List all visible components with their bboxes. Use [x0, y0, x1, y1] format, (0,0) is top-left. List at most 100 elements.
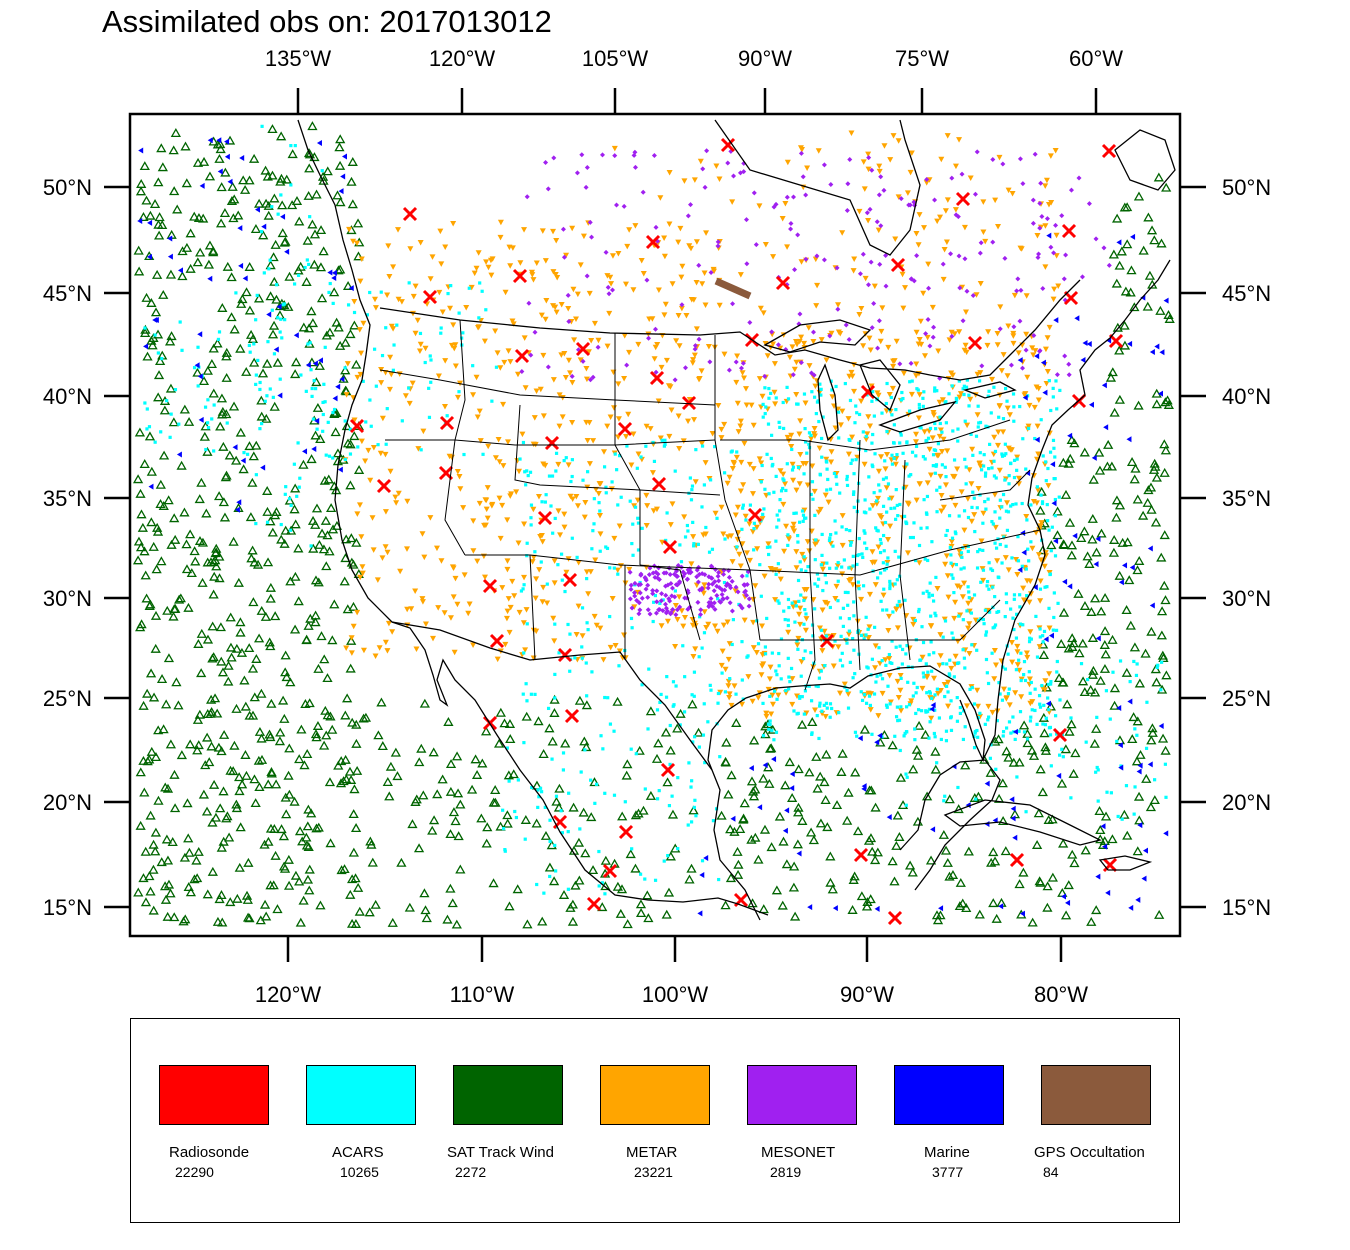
- sat-wind-marker: [153, 392, 164, 402]
- sat-wind-marker: [1140, 648, 1151, 658]
- marine-marker: [1129, 564, 1135, 571]
- sat-wind-marker: [565, 902, 576, 912]
- sat-wind-marker: [270, 611, 281, 621]
- acars-marker: [870, 441, 874, 445]
- sat-wind-marker: [861, 901, 873, 911]
- sat-wind-marker: [1156, 630, 1167, 640]
- metar-marker: [647, 426, 654, 432]
- sat-wind-marker: [428, 815, 440, 825]
- metar-marker: [743, 386, 750, 392]
- mesonet-marker: [877, 261, 883, 267]
- acars-marker: [896, 719, 900, 723]
- sat-wind-marker: [172, 204, 183, 214]
- acars-marker: [954, 400, 958, 404]
- metar-marker: [948, 539, 955, 545]
- acars-marker: [982, 622, 986, 626]
- metar-marker: [739, 541, 746, 547]
- sat-wind-marker: [144, 871, 155, 881]
- metar-marker: [436, 289, 443, 296]
- sat-wind-marker: [294, 826, 306, 836]
- metar-marker: [500, 463, 507, 469]
- acars-marker: [930, 540, 934, 544]
- metar-marker: [916, 481, 923, 487]
- sat-wind-marker: [1134, 815, 1145, 825]
- metar-marker: [494, 350, 501, 356]
- acars-marker: [951, 576, 955, 580]
- metar-marker: [621, 632, 628, 639]
- metar-marker: [681, 514, 688, 520]
- metar-marker: [749, 529, 756, 535]
- sat-wind-marker: [178, 916, 189, 926]
- metar-marker: [573, 493, 580, 500]
- acars-marker: [812, 395, 817, 399]
- acars-marker: [775, 673, 779, 677]
- metar-marker: [410, 293, 417, 300]
- metar-marker: [854, 454, 861, 461]
- marine-marker: [1088, 401, 1094, 408]
- mesonet-marker: [652, 574, 658, 580]
- metar-marker: [759, 516, 766, 522]
- sat-wind-marker: [306, 357, 318, 367]
- acars-marker: [845, 641, 849, 645]
- sat-wind-marker: [1111, 495, 1123, 505]
- sat-wind-marker: [272, 357, 283, 367]
- metar-marker: [822, 714, 829, 720]
- metar-marker: [897, 687, 904, 694]
- sat-wind-marker: [505, 734, 516, 744]
- acars-marker: [787, 675, 791, 679]
- radiosonde-marker: [422, 289, 438, 305]
- acars-marker: [652, 459, 657, 463]
- metar-marker: [1028, 591, 1035, 597]
- marine-marker: [1142, 847, 1148, 854]
- sat-wind-marker: [167, 837, 178, 846]
- acars-marker: [799, 568, 803, 572]
- metar-marker: [676, 594, 683, 600]
- mesonet-marker: [697, 612, 703, 618]
- radiosonde-marker: [860, 384, 876, 400]
- metar-marker: [731, 683, 738, 689]
- acars-marker: [946, 690, 950, 694]
- acars-marker: [1039, 493, 1043, 497]
- sat-wind-marker: [225, 765, 236, 775]
- acars-marker: [1001, 417, 1006, 421]
- metar-marker: [943, 239, 950, 246]
- metar-marker: [991, 492, 998, 498]
- metar-marker: [559, 414, 566, 420]
- metar-marker: [926, 446, 933, 453]
- metar-marker: [919, 654, 926, 661]
- acars-marker: [927, 653, 931, 657]
- acars-marker: [1132, 812, 1136, 816]
- marine-marker: [1009, 796, 1015, 803]
- acars-marker: [787, 605, 791, 610]
- metar-marker: [721, 421, 728, 428]
- marine-marker: [143, 343, 149, 350]
- sat-wind-marker: [221, 372, 232, 382]
- acars-marker: [864, 615, 868, 619]
- radiosonde-marker: [552, 814, 568, 830]
- mesonet-marker: [695, 599, 701, 605]
- metar-marker: [562, 374, 569, 381]
- sat-wind-marker: [321, 561, 332, 571]
- sat-wind-marker: [1144, 270, 1156, 280]
- acars-marker: [837, 711, 841, 715]
- sat-wind-marker: [339, 576, 350, 586]
- acars-marker: [819, 393, 823, 397]
- acars-marker: [323, 400, 327, 404]
- metar-marker: [654, 341, 661, 348]
- acars-marker: [960, 555, 964, 559]
- mesonet-marker: [631, 590, 637, 596]
- acars-marker: [668, 762, 672, 767]
- sat-wind-marker: [268, 320, 280, 330]
- acars-marker: [700, 646, 704, 650]
- sat-wind-marker: [850, 767, 861, 777]
- metar-marker: [900, 305, 907, 312]
- acars-marker: [615, 468, 619, 472]
- radiosonde-marker: [439, 415, 455, 431]
- metar-marker: [937, 214, 944, 221]
- acars-marker: [825, 467, 829, 471]
- metar-marker: [457, 486, 464, 492]
- sat-wind-marker: [142, 351, 153, 361]
- metar-marker: [965, 600, 972, 607]
- sat-wind-marker: [366, 839, 377, 849]
- mesonet-marker: [784, 194, 790, 200]
